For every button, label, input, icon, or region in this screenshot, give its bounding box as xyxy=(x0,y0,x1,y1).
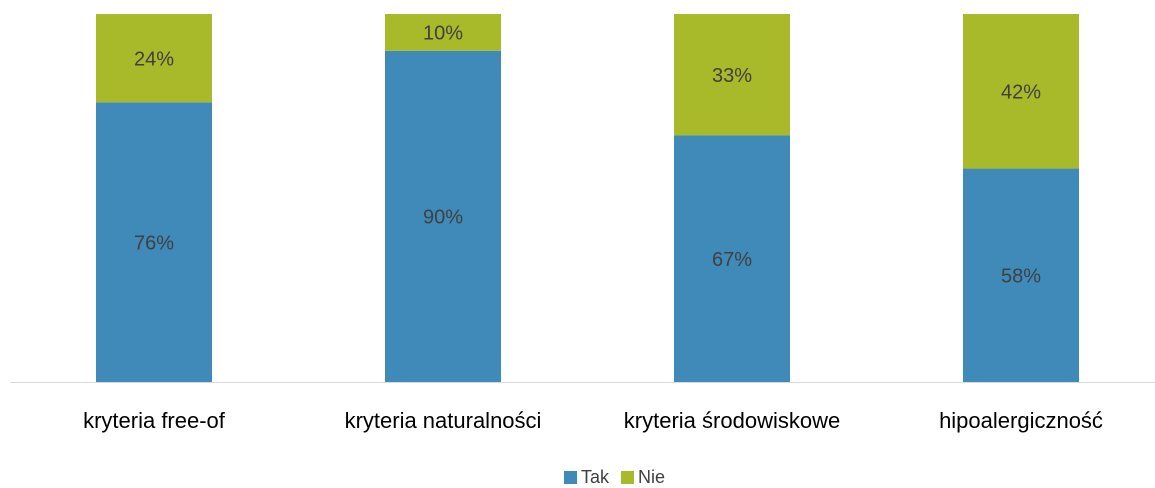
value-label: 76% xyxy=(134,232,174,254)
x-tick-label: kryteria naturalności xyxy=(345,408,542,433)
value-label: 42% xyxy=(1001,82,1041,104)
x-tick-label: kryteria środowiskowe xyxy=(624,408,840,433)
bar-segment xyxy=(674,14,790,136)
bar-segment xyxy=(963,168,1079,382)
bar-segment xyxy=(96,14,212,103)
value-label: 67% xyxy=(712,249,752,271)
value-label: 58% xyxy=(1001,266,1041,288)
legend-swatch xyxy=(621,471,635,484)
value-label: 90% xyxy=(423,207,463,229)
bar-segment xyxy=(385,14,501,51)
x-tick-label: kryteria free-of xyxy=(83,408,226,433)
bar-segment xyxy=(385,50,501,383)
legend-label: Nie xyxy=(638,467,665,487)
value-label: 10% xyxy=(423,23,463,45)
x-tick-label: hipoalergiczność xyxy=(939,408,1103,433)
bar-segment xyxy=(674,135,790,382)
value-label: 33% xyxy=(712,65,752,87)
value-label: 24% xyxy=(134,48,174,70)
legend-label: Tak xyxy=(581,467,610,487)
bar-segment xyxy=(963,14,1079,169)
legend-swatch xyxy=(564,471,577,484)
bar-segment xyxy=(96,102,212,382)
